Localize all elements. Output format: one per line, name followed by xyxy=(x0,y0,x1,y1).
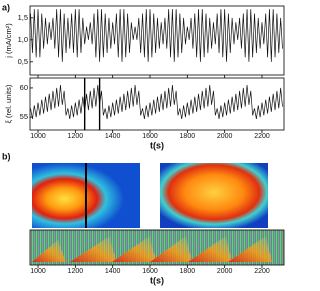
x-tick-label: 1600 xyxy=(142,268,158,275)
x-axis-label: t(s) xyxy=(150,140,164,150)
y-axis-label: j (mA/cm²) xyxy=(4,23,13,59)
y-tick-label: 1,0 xyxy=(18,35,28,44)
panel-label: a) xyxy=(2,2,10,12)
x-tick-label: 2000 xyxy=(217,268,233,275)
heatmap-left xyxy=(32,163,140,228)
x-tick-label: 1200 xyxy=(68,133,84,140)
y-tick-label: 55 xyxy=(20,112,28,121)
x-tick-label: 2200 xyxy=(254,133,270,140)
x-tick-label: 1000 xyxy=(30,133,46,140)
y-tick-label: 60 xyxy=(20,83,28,92)
x-tick-label: 1200 xyxy=(68,268,84,275)
x-axis-label: t(s) xyxy=(150,275,164,285)
x-tick-label: 1400 xyxy=(105,268,121,275)
data-line xyxy=(30,9,283,62)
data-line xyxy=(30,84,283,119)
figure: a) 1,5 1,0 0,5 j (mA/cm²) 1000 1200 1400 1600 180… xyxy=(2,2,285,285)
plot-frame xyxy=(29,5,285,76)
x-tick-label: 1400 xyxy=(105,133,121,140)
x-tick-label: 1800 xyxy=(180,268,196,275)
x-tick-label: 2200 xyxy=(254,268,270,275)
y-tick-label: 0,5 xyxy=(18,57,28,66)
y-tick-label: 1,5 xyxy=(18,13,28,22)
page: {"chart_data": [ {"type": "line", "panel… xyxy=(2,2,285,286)
x-tick-label: 2000 xyxy=(217,133,233,140)
heatmap-strip xyxy=(29,229,285,266)
panel-label: b) xyxy=(2,151,11,161)
plot-frame xyxy=(29,77,285,131)
x-tick-label: 1600 xyxy=(142,133,158,140)
x-tick-label: 1800 xyxy=(180,133,196,140)
heatmap-right xyxy=(160,163,268,228)
y-axis-label: ξ (rel. units) xyxy=(4,84,13,123)
x-tick-label: 1000 xyxy=(30,268,46,275)
